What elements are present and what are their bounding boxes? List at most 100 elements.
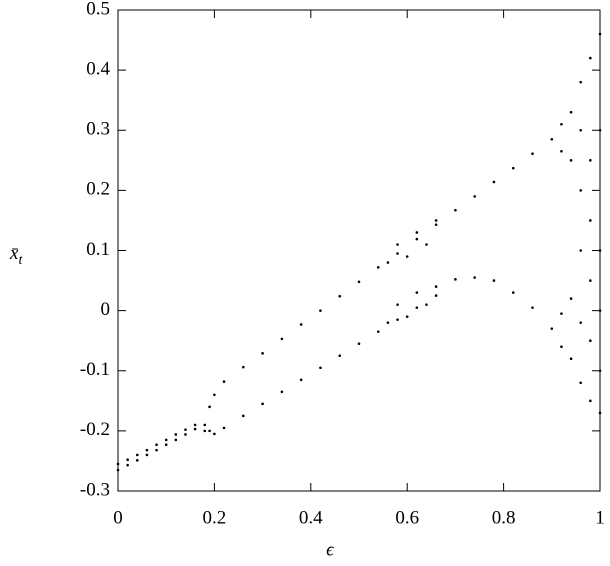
- point: [454, 208, 457, 212]
- point: [213, 393, 216, 397]
- point: [208, 429, 211, 433]
- y-tick-label: -0.3: [80, 479, 110, 500]
- plot-frame: [117, 9, 601, 492]
- point: [569, 297, 573, 300]
- point: [598, 411, 602, 415]
- point: [319, 309, 322, 312]
- point: [425, 303, 428, 306]
- point: [396, 243, 399, 246]
- point: [405, 255, 409, 258]
- y-tick-label: 0.2: [86, 179, 110, 200]
- point: [280, 390, 284, 394]
- point: [598, 32, 602, 36]
- point: [386, 261, 390, 264]
- point: [569, 159, 573, 162]
- point: [579, 128, 583, 132]
- point: [396, 318, 399, 321]
- point: [242, 365, 245, 369]
- y-tick-label: -0.2: [80, 419, 110, 440]
- point: [396, 303, 399, 306]
- point: [193, 423, 197, 427]
- point: [531, 152, 534, 155]
- point: [598, 309, 602, 312]
- point: [319, 366, 322, 370]
- x-tick-label: 0.8: [492, 507, 516, 528]
- point: [415, 291, 419, 294]
- point: [203, 429, 207, 433]
- x-tick-label: 0: [113, 507, 123, 528]
- point: [560, 122, 563, 126]
- point: [598, 128, 602, 132]
- point: [434, 223, 438, 226]
- point: [357, 342, 361, 345]
- point: [589, 159, 592, 162]
- point: [193, 427, 197, 431]
- point: [242, 414, 245, 418]
- point: [116, 462, 120, 466]
- point: [425, 243, 428, 246]
- point: [511, 291, 515, 294]
- x-tick-label: 0.2: [203, 507, 227, 528]
- point: [434, 219, 438, 222]
- point: [415, 231, 419, 234]
- point: [174, 438, 178, 442]
- point: [338, 294, 342, 298]
- point: [550, 137, 554, 141]
- point: [434, 285, 438, 288]
- point: [492, 279, 496, 282]
- point: [126, 463, 129, 467]
- point: [473, 195, 476, 198]
- point: [164, 438, 168, 442]
- point: [145, 448, 149, 452]
- point: [174, 433, 178, 436]
- point: [492, 180, 496, 184]
- point: [164, 443, 168, 447]
- point: [579, 189, 583, 192]
- point: [135, 459, 139, 462]
- y-axis-label: x̄t: [9, 243, 23, 268]
- point: [261, 352, 264, 355]
- point: [473, 276, 476, 279]
- point: [589, 399, 592, 403]
- point: [579, 381, 583, 385]
- point: [579, 249, 583, 252]
- point: [376, 330, 380, 333]
- point: [454, 278, 457, 281]
- point: [126, 458, 129, 462]
- point: [531, 306, 534, 309]
- point: [405, 315, 409, 318]
- point: [155, 443, 158, 447]
- point: [560, 345, 563, 349]
- y-axis-label-main: x̄: [9, 243, 19, 264]
- x-tick-label: 0.4: [299, 507, 323, 528]
- y-tick-label: 0.3: [86, 119, 110, 140]
- point: [560, 149, 563, 153]
- point: [589, 56, 592, 60]
- y-tick-label: 0.1: [86, 239, 110, 260]
- point: [589, 219, 592, 222]
- x-tick-label: 1: [595, 507, 605, 528]
- point: [386, 321, 390, 324]
- point: [135, 453, 139, 457]
- point: [213, 432, 216, 436]
- point: [589, 339, 592, 342]
- point: [434, 294, 438, 297]
- point: [560, 312, 563, 315]
- y-tick-label: -0.1: [80, 359, 110, 380]
- point: [338, 354, 342, 358]
- point: [222, 426, 226, 430]
- point: [145, 453, 149, 457]
- x-axis-label: ϵ: [326, 539, 335, 560]
- point: [280, 337, 284, 341]
- point: [222, 380, 226, 383]
- x-tick-label: 0.6: [395, 507, 419, 528]
- point: [116, 468, 120, 472]
- point: [579, 321, 583, 324]
- point: [415, 306, 419, 309]
- y-tick-label: 0.4: [86, 58, 110, 79]
- point: [569, 357, 573, 361]
- point: [598, 369, 602, 373]
- point: [598, 249, 602, 252]
- y-axis-label-subscript: t: [18, 253, 23, 268]
